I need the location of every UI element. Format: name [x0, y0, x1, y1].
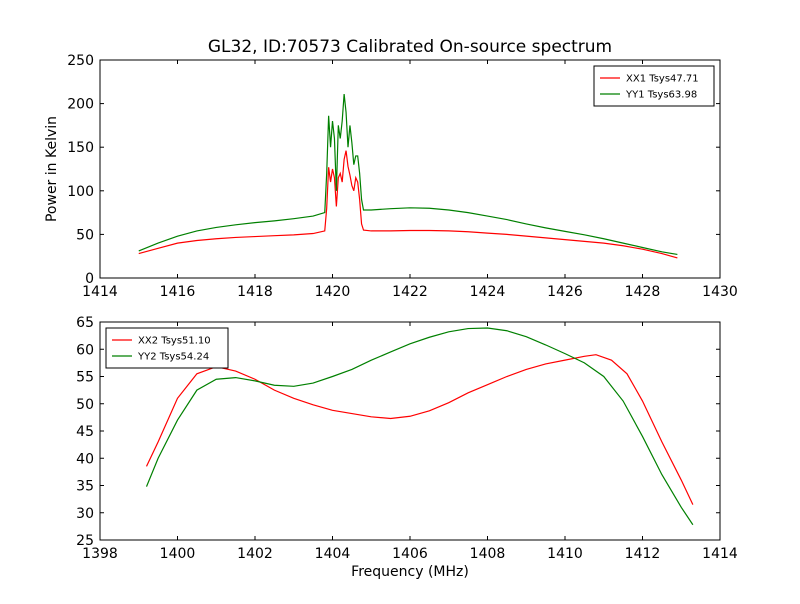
y-axis-label: Power in Kelvin — [44, 116, 60, 222]
series-line-2 — [145, 327, 694, 526]
y-tick-label: 50 — [76, 397, 94, 413]
y-tick-label: 65 — [76, 315, 94, 331]
legend: XX2 Tsys51.10 YY2 Tsys54.24 — [105, 327, 229, 369]
series-line-1 — [145, 354, 694, 505]
y-tick-label: 150 — [67, 140, 94, 156]
x-tick-label: 1408 — [470, 546, 506, 562]
x-tick-label: 1430 — [702, 284, 738, 300]
series-line-2 — [138, 93, 678, 256]
x-tick-label: 1426 — [547, 284, 583, 300]
chart-title: GL32, ID:70573 Calibrated On-source spec… — [208, 37, 612, 57]
x-axis-label: Frequency (MHz) — [351, 564, 469, 580]
y-tick-label: 40 — [76, 451, 94, 467]
legend-label: XX1 Tsys47.71 — [626, 74, 699, 85]
x-tick-label: 1416 — [160, 284, 196, 300]
y-tick-label: 50 — [76, 227, 94, 243]
legend: XX1 Tsys47.71 YY1 Tsys63.98 — [593, 65, 715, 107]
series-line-1 — [138, 150, 678, 259]
top-chart: 1414 1416 1418 1420 1422 1424 1426 1428 1430 0 50 1… — [44, 37, 738, 300]
y-tick-label: 30 — [76, 506, 94, 522]
x-tick-label: 1398 — [82, 546, 118, 562]
y-tick-label: 45 — [76, 424, 94, 440]
x-tick-label: 1410 — [547, 546, 583, 562]
y-tick-label: 55 — [76, 370, 94, 386]
x-tick-label: 1414 — [82, 284, 118, 300]
y-tick-label: 35 — [76, 479, 94, 495]
x-tick-label: 1420 — [315, 284, 351, 300]
x-tick-label: 1412 — [625, 546, 661, 562]
x-tick-label: 1406 — [392, 546, 428, 562]
y-tick-label: 25 — [76, 533, 94, 549]
x-tick-label: 1424 — [470, 284, 506, 300]
legend-label: XX2 Tsys51.10 — [138, 336, 211, 347]
x-tick-label: 1414 — [702, 546, 738, 562]
x-tick-label: 1428 — [625, 284, 661, 300]
x-tick-label: 1402 — [237, 546, 273, 562]
legend-box — [105, 327, 229, 369]
legend-label: YY1 Tsys63.98 — [625, 90, 697, 101]
y-tick-label: 60 — [76, 342, 94, 358]
legend-label: YY2 Tsys54.24 — [137, 352, 209, 363]
x-tick-label: 1418 — [237, 284, 273, 300]
y-tick-label: 100 — [67, 184, 94, 200]
y-tick-label: 250 — [67, 53, 94, 69]
legend-box — [593, 65, 715, 107]
x-tick-label: 1400 — [160, 546, 196, 562]
bottom-chart: 1398 1400 1402 1404 1406 1408 1410 1412 1414 25 30… — [76, 315, 738, 580]
y-tick-label: 200 — [67, 97, 94, 113]
x-tick-label: 1422 — [392, 284, 428, 300]
x-tick-label: 1404 — [315, 546, 351, 562]
y-tick-label: 0 — [85, 271, 94, 287]
